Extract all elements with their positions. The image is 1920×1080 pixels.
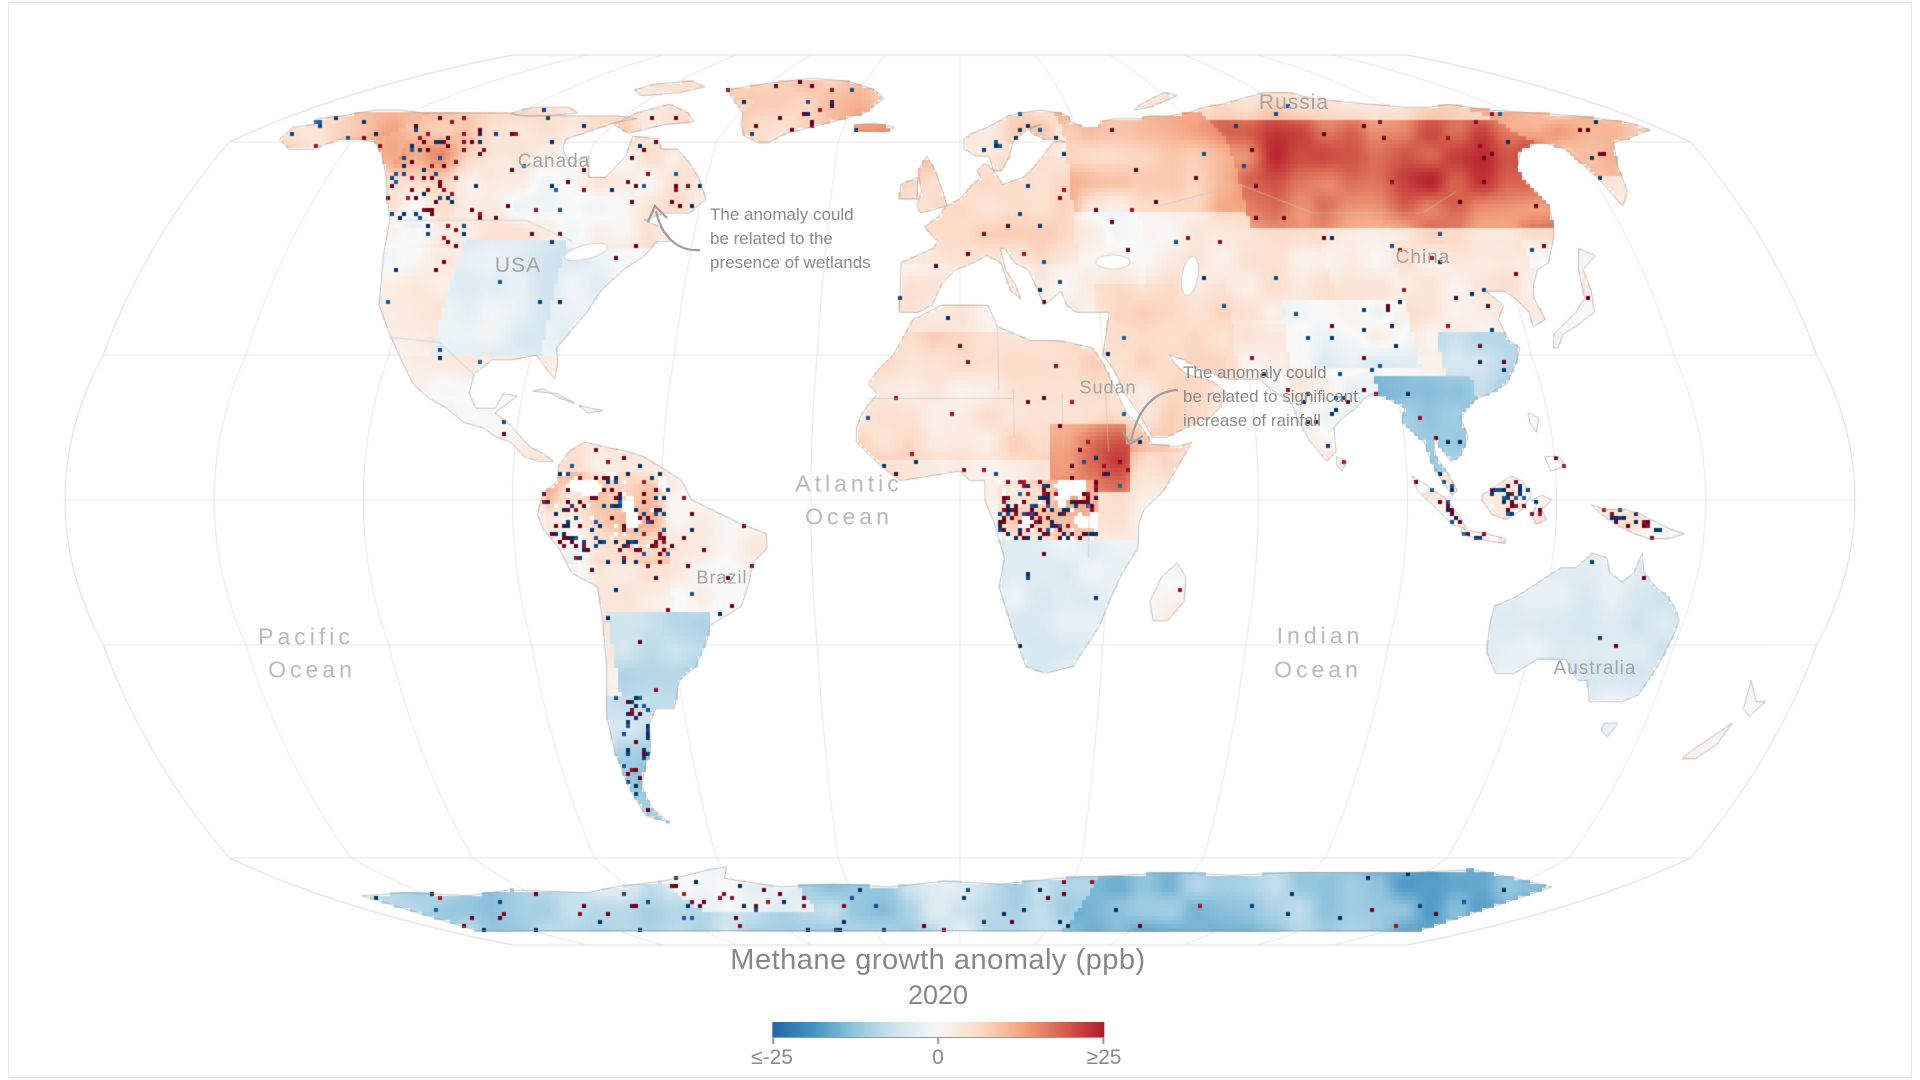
annotation-wetlands-line2: be related to the	[710, 229, 833, 248]
annotation-rainfall-line3: increase of rainfall	[1183, 411, 1321, 430]
colorbar-label-max: ≥25	[1086, 1046, 1122, 1069]
colorbar-tick-max	[1101, 1037, 1104, 1044]
annotation-wetlands: The anomaly could be related to the pres…	[710, 203, 871, 275]
legend-year: 2020	[907, 980, 969, 1010]
label-atlantic-ocean-2: Ocean	[805, 503, 893, 530]
label-indian-ocean-1: Indian	[1276, 622, 1364, 649]
annotation-rainfall-line2: be related to significant	[1183, 387, 1358, 406]
legend: Methane growth anomaly (ppb) 2020 ≤-25 0…	[730, 944, 1146, 1069]
label-australia: Australia	[1553, 658, 1637, 679]
label-russia: Russia	[1258, 91, 1330, 114]
colorbar: ≤-25 0 ≥25	[751, 1022, 1121, 1069]
label-pacific-ocean-1: Pacific	[258, 623, 354, 650]
colorbar-gradient	[771, 1022, 1104, 1038]
annotation-wetlands-line1: The anomaly could	[710, 205, 854, 224]
label-sudan: Sudan	[1079, 377, 1137, 398]
label-indian-ocean-2: Ocean	[1274, 656, 1362, 683]
legend-title: Methane growth anomaly (ppb)	[730, 944, 1146, 976]
label-china: China	[1395, 247, 1451, 268]
label-atlantic-ocean-1: Atlantic	[795, 470, 903, 497]
colorbar-label-min: ≤-25	[751, 1046, 793, 1069]
annotation-rainfall: The anomaly could be related to signific…	[1183, 361, 1358, 433]
colorbar-tick-min	[771, 1037, 774, 1044]
label-pacific-ocean-2: Ocean	[268, 656, 356, 683]
annotation-wetlands-line3: presence of wetlands	[710, 253, 871, 272]
label-canada: Canada	[517, 151, 591, 172]
annotation-rainfall-line1: The anomaly could	[1183, 363, 1327, 382]
colorbar-tick-mid	[936, 1037, 939, 1044]
label-usa: USA	[494, 254, 542, 277]
colorbar-label-mid: 0	[932, 1046, 944, 1069]
label-brazil: Brazil	[696, 567, 748, 588]
